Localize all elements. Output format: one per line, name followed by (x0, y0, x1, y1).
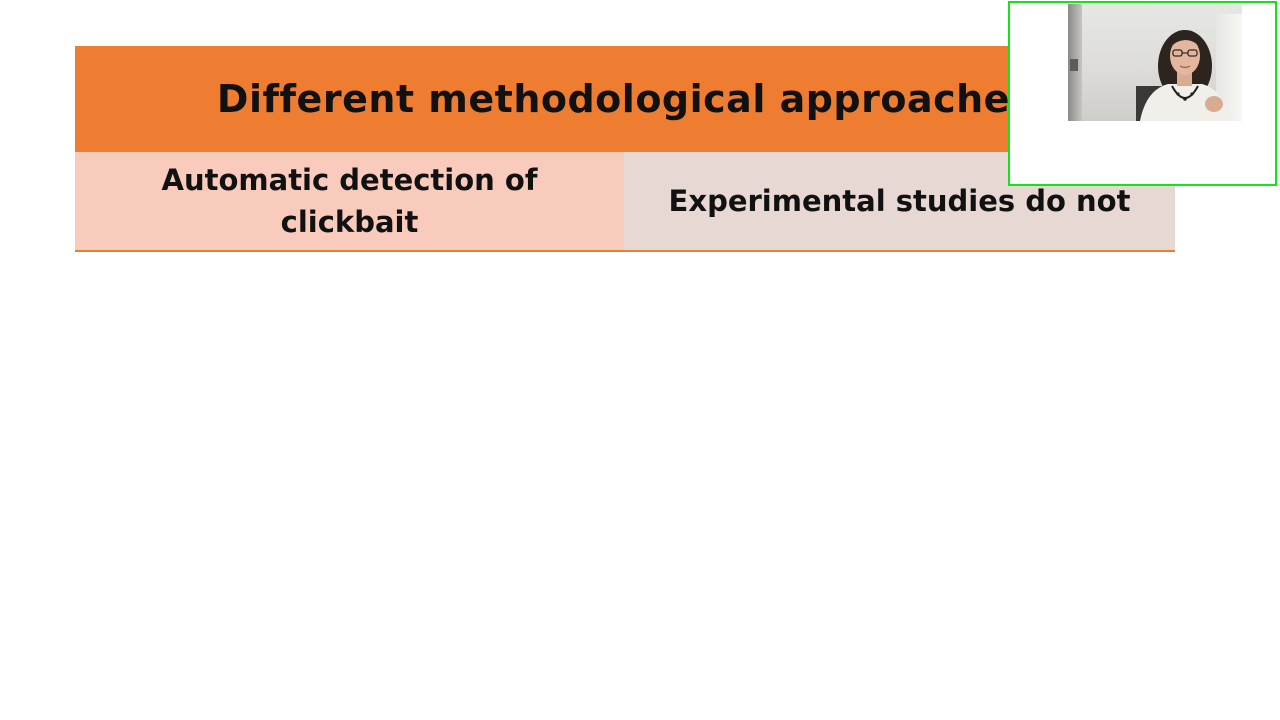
table-cell-experimental-studies: Experimental studies do not (624, 152, 1175, 250)
slide-title: Different methodological approaches (216, 77, 1034, 121)
wall-picture (1070, 59, 1078, 71)
title-bar: Different methodological approaches (75, 46, 1175, 152)
presenter-video-icon (1068, 4, 1242, 121)
slide-table: Different methodological approaches Auto… (75, 46, 1175, 252)
left-cell-text: Automatic detection of clickbait (161, 163, 538, 239)
table-cell-automatic-detection: Automatic detection of clickbait (75, 152, 624, 250)
table-bottom-rule (75, 250, 1175, 252)
right-cell-text: Experimental studies do not (668, 184, 1131, 218)
webcam-overlay[interactable] (1008, 1, 1277, 186)
presenter-figure (1136, 30, 1230, 121)
